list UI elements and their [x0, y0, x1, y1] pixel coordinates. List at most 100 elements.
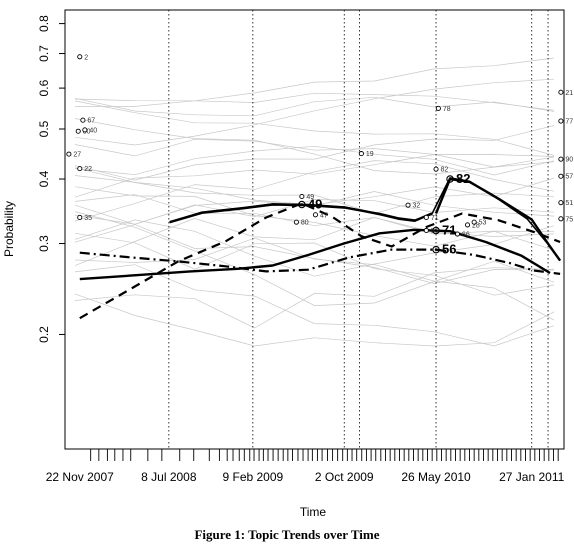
- topic-point-marker: [558, 173, 564, 179]
- y-tick-label: 0.6: [37, 79, 51, 96]
- topic-point-marker: [75, 128, 81, 134]
- date-rug: [90, 449, 559, 461]
- topic-point-label: 19: [366, 151, 374, 158]
- background-topic-line: [74, 217, 555, 266]
- background-topic-line: [74, 167, 555, 214]
- figure-caption: Figure 1: Topic Trends over Time: [194, 527, 380, 542]
- highlight-label: 82: [456, 171, 470, 186]
- x-tick-label: 27 Jan 2011: [499, 470, 564, 484]
- y-axis-label: Probability: [2, 201, 16, 257]
- background-topic-line: [74, 293, 555, 347]
- topic-point-marker: [423, 227, 429, 234]
- background-topic-line: [74, 160, 555, 222]
- topic-point-label: 49: [306, 194, 314, 201]
- highlight-marker: [432, 226, 440, 235]
- topic-point-marker: [77, 54, 83, 60]
- highlight-marker: [432, 245, 440, 254]
- topic-point-label: 2: [84, 54, 88, 61]
- topic-point-marker: [558, 118, 564, 124]
- series-line-49: [169, 203, 433, 224]
- x-tick-label: 8 Jul 2008: [141, 470, 197, 484]
- highlight-label: 49: [308, 197, 322, 212]
- topic-point-label: 90: [565, 157, 573, 164]
- topic-point-label: 78: [443, 106, 451, 113]
- background-topic-line: [74, 96, 555, 117]
- topic-point-label: 77: [565, 119, 573, 126]
- topic-point-label: 75: [565, 216, 573, 223]
- topic-point-label: 28: [472, 222, 480, 229]
- topic-point-marker: [405, 202, 411, 208]
- x-tick-label: 22 Nov 2007: [46, 470, 114, 484]
- highlight-label: 56: [442, 242, 456, 257]
- topic-point-marker: [471, 219, 477, 225]
- topic-point-marker: [433, 166, 439, 172]
- y-tick-label: 0.8: [37, 15, 51, 32]
- x-tick-label: 26 May 2010: [401, 470, 471, 484]
- series-line-71: [79, 228, 551, 281]
- topic-point-label: 27: [73, 152, 81, 159]
- series-line-unlabeled-4: [79, 202, 561, 320]
- topic-point-label: 53: [479, 220, 487, 227]
- topic-point-label: 71: [431, 215, 439, 222]
- background-topic-line: [74, 186, 555, 251]
- background-topic-line: [74, 194, 555, 235]
- topic-point-marker: [80, 117, 86, 123]
- topic-point-label: 56: [431, 228, 439, 235]
- topic-point-marker: [82, 127, 88, 133]
- y-tick-label: 0.2: [37, 326, 51, 343]
- background-topic-line: [74, 267, 555, 329]
- topic-point-marker: [299, 193, 305, 200]
- topic-point-label: 40: [89, 127, 97, 134]
- topic-point-marker: [312, 212, 319, 218]
- background-topic-line: [74, 145, 555, 176]
- highlight-marker-dot: [434, 248, 438, 251]
- topic-point-label: 21: [565, 90, 573, 97]
- topic-point-marker: [558, 89, 564, 95]
- background-topic-line: [74, 100, 555, 156]
- topic-point-marker: [454, 231, 460, 237]
- topic-point-marker: [66, 151, 72, 157]
- y-axis: 0.2 0.3 0.4 0.5 0.6 0.7 0.8: [37, 15, 65, 343]
- background-topic-line: [74, 78, 555, 146]
- highlight-label: 71: [442, 222, 456, 237]
- background-topic-line: [74, 154, 555, 198]
- background-topic-line: [75, 57, 555, 107]
- background-topic-line: [74, 118, 555, 175]
- highlight-marker-dot: [300, 203, 304, 206]
- topic-point-marker: [77, 166, 83, 172]
- topic-point-marker: [558, 200, 564, 206]
- topic-point-label: 82: [441, 167, 449, 174]
- background-topic-line: [74, 211, 555, 306]
- x-tick-label: 2 Oct 2009: [315, 470, 374, 484]
- highlight-marker-dot: [434, 229, 438, 232]
- x-axis: 22 Nov 2007 8 Jul 2008 9 Feb 2009 2 Oct 200…: [46, 470, 565, 484]
- y-tick-label: 0.3: [37, 235, 51, 252]
- background-topic-line: [74, 125, 555, 181]
- event-lines: [168, 10, 549, 449]
- x-tick-label: 9 Feb 2009: [222, 470, 283, 484]
- background-topic-line: [74, 237, 555, 321]
- series-line-56: [79, 248, 561, 275]
- topic-point-label: 32: [413, 203, 421, 210]
- highlight-marker: [446, 175, 454, 183]
- topic-point-label: 80: [301, 220, 309, 227]
- topic-point-labels: 2673040272235494780197832827156286653217…: [66, 54, 573, 239]
- topic-point-marker: [293, 219, 299, 225]
- background-topic-line: [74, 232, 555, 296]
- x-axis-label: Time: [300, 505, 327, 519]
- topic-point-label: 30: [83, 129, 91, 136]
- topic-point-label: 51: [565, 200, 573, 207]
- background-topic-line: [74, 138, 555, 168]
- topic-point-label: 35: [84, 215, 92, 222]
- topic-point-label: 66: [462, 232, 470, 239]
- topic-point-marker: [435, 105, 441, 111]
- y-tick-label: 0.4: [37, 170, 51, 187]
- background-topic-line: [74, 219, 555, 277]
- topic-point-marker: [464, 222, 471, 228]
- topic-point-label: 22: [84, 166, 92, 173]
- highlight-marker: [298, 200, 306, 209]
- topic-point-marker: [358, 151, 364, 157]
- background-topic-lines: [74, 57, 555, 347]
